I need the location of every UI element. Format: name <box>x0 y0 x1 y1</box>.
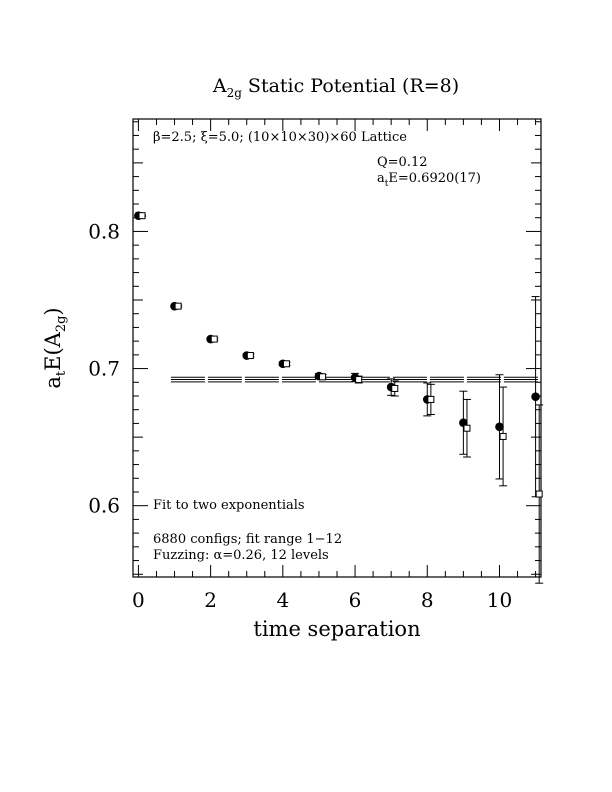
y-axis-label-t: t <box>54 370 69 376</box>
y-axis-label: atE(A2g) <box>41 307 69 388</box>
lattice-annotation: β=2.5; ξ=5.0; (10×10×30)×60 Lattice <box>153 130 407 145</box>
data-point-square <box>535 490 543 498</box>
energy-annotation: atE=0.6920(17) <box>377 171 481 189</box>
data-point-square <box>174 302 182 310</box>
data-point-square <box>355 376 363 384</box>
data-point-circle <box>531 392 540 401</box>
x-tick-label: 10 <box>487 588 512 612</box>
data-point-square <box>138 212 146 220</box>
tick-labels: 0 2 4 6 8 10 0.6 0.7 0.8 <box>88 219 512 612</box>
chart-title-sub: 2g <box>227 86 243 100</box>
data-point-circle <box>495 422 504 432</box>
x-tick-label: 2 <box>204 588 217 612</box>
y-axis-label-sub: 2g <box>54 316 69 333</box>
y-tick-label: 0.8 <box>88 219 120 243</box>
data-point-square <box>499 432 507 440</box>
data-point-square <box>463 424 471 432</box>
data-points <box>134 211 544 584</box>
y-tick-label: 0.6 <box>88 494 120 518</box>
x-tick-label: 0 <box>132 588 145 612</box>
q-annotation: Q=0.12 <box>377 155 428 170</box>
y-axis-label-close: ) <box>41 307 65 315</box>
chart-title-rest: Static Potential (R=8) <box>242 75 459 97</box>
data-point-square <box>391 384 399 392</box>
chart-title: A2g Static Potential (R=8) <box>212 75 459 100</box>
axis-ticks <box>133 119 541 577</box>
energy-annotation-t: t <box>385 179 389 189</box>
data-point-square <box>427 395 435 403</box>
data-point-square <box>210 335 218 343</box>
data-point-square <box>282 360 290 368</box>
data-point-square <box>319 373 327 381</box>
x-tick-label: 4 <box>276 588 289 612</box>
x-tick-label: 6 <box>349 588 362 612</box>
configs-annotation: 6880 configs; fit range 1−12 <box>153 532 342 547</box>
data-point-square <box>246 352 254 360</box>
chart-title-main: A <box>212 75 227 97</box>
x-tick-label: 8 <box>421 588 434 612</box>
y-axis-label-a: a <box>41 376 65 389</box>
y-tick-label: 0.7 <box>88 357 120 381</box>
energy-annotation-rest: E=0.6920(17) <box>388 171 481 186</box>
energy-annotation-a: a <box>377 171 385 186</box>
y-axis-label-e: E(A <box>41 331 65 371</box>
x-axis-label: time separation <box>253 617 420 641</box>
fit-annotation: Fit to two exponentials <box>153 498 305 513</box>
fuzzing-annotation: Fuzzing: α=0.26, 12 levels <box>153 548 329 563</box>
